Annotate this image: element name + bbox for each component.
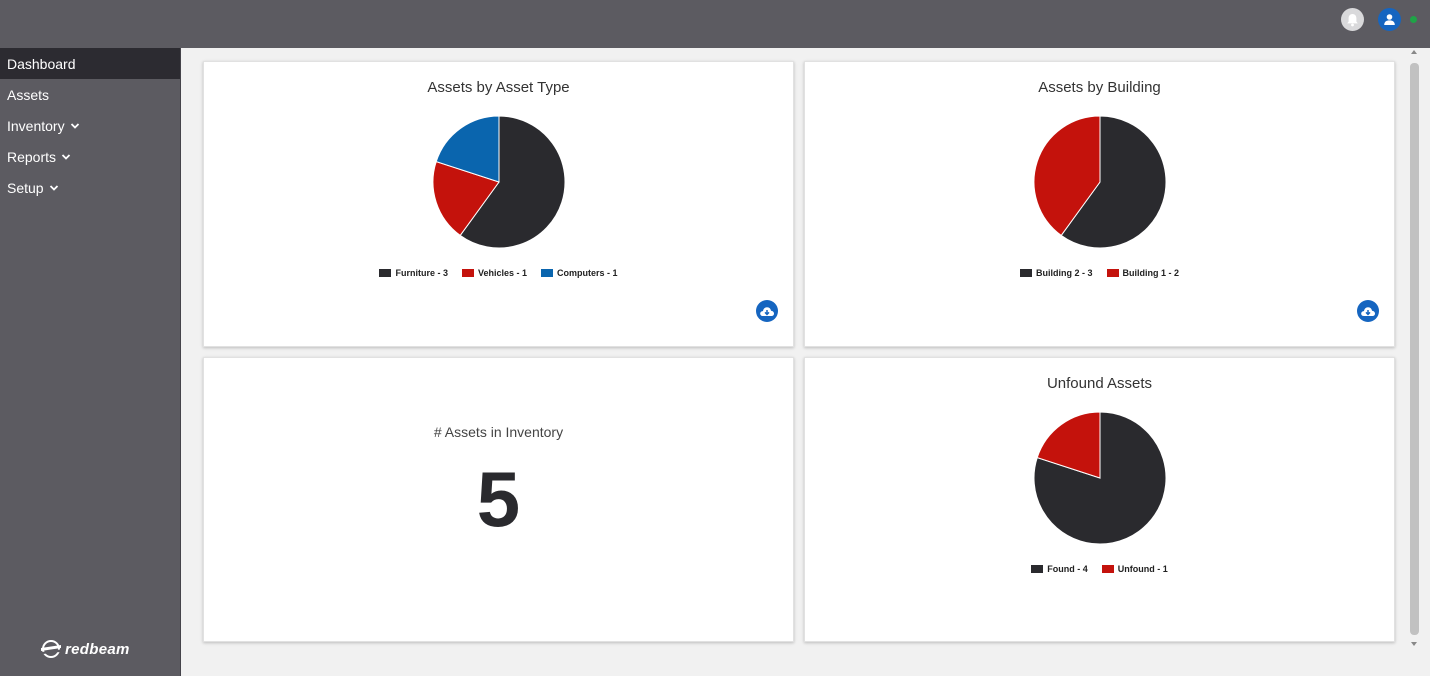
legend-swatch — [1101, 565, 1114, 573]
sidebar-item-setup[interactable]: Setup — [0, 172, 180, 203]
top-bar — [0, 0, 1430, 48]
legend-item-furniture[interactable]: Furniture - 3 — [379, 268, 448, 278]
legend-label: Unfound - 1 — [1117, 564, 1168, 574]
redbeam-logo: redbeam — [40, 640, 130, 658]
pie-slice-furniture[interactable] — [459, 115, 566, 249]
legend-item-computers[interactable]: Computers - 1 — [541, 268, 618, 278]
legend-item-building-2[interactable]: Building 2 - 3 — [1019, 268, 1093, 278]
sidebar-item-label: Dashboard — [7, 55, 76, 72]
pie-slice-building-2[interactable] — [1060, 115, 1167, 249]
cloud-download-icon[interactable] — [756, 300, 778, 322]
scroll-down-arrow-icon[interactable] — [1411, 642, 1417, 646]
logo-text: redbeam — [65, 640, 130, 658]
sidebar-item-label: Reports — [7, 148, 57, 165]
asset-type-pie-chart — [432, 115, 566, 249]
chart-legend: Found - 4 Unfound - 1 — [805, 564, 1394, 574]
sidebar-item-label: Inventory — [7, 117, 65, 134]
unfound-assets-card: Unfound Assets Found - 4 Unfound - 1 — [804, 357, 1395, 642]
scroll-up-arrow-icon[interactable] — [1411, 50, 1417, 54]
kpi-label: # Assets in Inventory — [433, 424, 564, 440]
sidebar-item-assets[interactable]: Assets — [0, 79, 180, 110]
sidebar-item-label: Setup — [7, 179, 44, 196]
scrollbar-thumb[interactable] — [1410, 63, 1419, 635]
legend-swatch — [379, 269, 392, 277]
card-title: Unfound Assets — [1046, 375, 1153, 392]
inventory-count-card: # Assets in Inventory 5 — [203, 357, 794, 642]
legend-item-building-1[interactable]: Building 1 - 2 — [1106, 268, 1180, 278]
chart-legend: Furniture - 3 Vehicles - 1 Computers - 1 — [204, 268, 793, 278]
legend-label: Vehicles - 1 — [477, 268, 528, 278]
online-status-dot — [1410, 16, 1417, 23]
bell-icon[interactable] — [1341, 8, 1364, 31]
legend-item-unfound[interactable]: Unfound - 1 — [1101, 564, 1168, 574]
kpi-value: 5 — [476, 455, 521, 543]
legend-swatch — [1031, 565, 1044, 573]
cloud-download-icon[interactable] — [1357, 300, 1379, 322]
user-avatar-icon[interactable] — [1378, 8, 1401, 31]
dashboard-content: Assets by Asset Type Furniture - 3 Vehic… — [181, 48, 1430, 676]
redbeam-logo-mark — [41, 640, 61, 658]
pie-slice-computers[interactable] — [435, 115, 500, 183]
legend-label: Furniture - 3 — [395, 268, 448, 278]
pie-slice-building-1[interactable] — [1033, 115, 1101, 237]
building-card: Assets by Building Building 2 - 3 Buildi… — [804, 61, 1395, 347]
legend-item-found[interactable]: Found - 4 — [1031, 564, 1088, 574]
sidebar-item-dashboard[interactable]: Dashboard — [0, 48, 180, 79]
legend-label: Building 2 - 3 — [1035, 268, 1093, 278]
legend-swatch — [1019, 269, 1032, 277]
building-pie-chart — [1033, 115, 1167, 249]
legend-label: Computers - 1 — [557, 268, 618, 278]
pie-slice-unfound[interactable] — [1036, 411, 1101, 479]
card-title: Assets by Building — [1038, 79, 1161, 96]
chevron-down-icon — [49, 184, 58, 191]
legend-label: Found - 4 — [1047, 564, 1088, 574]
sidebar: Dashboard Assets Inventory Reports Setup… — [0, 48, 181, 676]
legend-swatch — [461, 269, 474, 277]
legend-label: Building 1 - 2 — [1122, 268, 1180, 278]
sidebar-item-label: Assets — [7, 86, 50, 103]
asset-type-card: Assets by Asset Type Furniture - 3 Vehic… — [203, 61, 794, 347]
card-title: Assets by Asset Type — [427, 79, 570, 96]
pie-slice-vehicles[interactable] — [432, 160, 500, 237]
chart-legend: Building 2 - 3 Building 1 - 2 — [805, 268, 1394, 278]
chevron-down-icon — [61, 153, 71, 160]
chevron-down-icon — [70, 122, 79, 129]
sidebar-item-inventory[interactable]: Inventory — [0, 110, 180, 141]
sidebar-item-reports[interactable]: Reports — [0, 141, 180, 172]
unfound-pie-chart — [1033, 411, 1167, 545]
pie-slice-found[interactable] — [1033, 411, 1167, 545]
legend-swatch — [1106, 269, 1119, 277]
legend-swatch — [541, 269, 554, 277]
legend-item-vehicles[interactable]: Vehicles - 1 — [461, 268, 528, 278]
